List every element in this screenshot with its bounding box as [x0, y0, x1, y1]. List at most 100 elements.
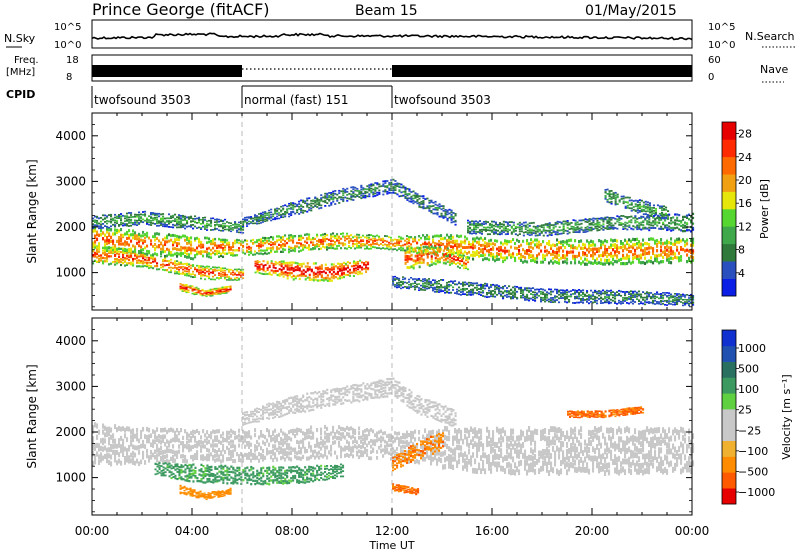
power-cell: [312, 262, 315, 265]
power-cell: [198, 226, 201, 229]
power-cell: [556, 295, 559, 298]
power-cell: [438, 250, 441, 253]
power-cell: [652, 204, 655, 207]
power-cell: [278, 214, 281, 216]
power-cell: [230, 272, 233, 274]
cpid-label: CPID: [6, 88, 35, 101]
power-cell: [538, 294, 541, 297]
power-cell: [486, 257, 489, 261]
power-cell: [288, 273, 291, 277]
power-cell: [410, 277, 413, 279]
power-cell: [200, 271, 203, 274]
power-cell: [286, 274, 289, 277]
power-cell: [536, 292, 539, 295]
power-cell: [236, 231, 239, 233]
power-cell: [272, 246, 275, 249]
power-cell: [468, 290, 471, 292]
power-cell: [250, 239, 253, 242]
power-cell: [360, 184, 363, 187]
power-cell: [616, 239, 619, 243]
power-cell: [600, 292, 603, 295]
power-cell: [618, 301, 621, 304]
power-cell: [674, 239, 677, 243]
power-cell: [444, 291, 447, 294]
power-cell: [656, 216, 659, 219]
power-cell: [334, 247, 337, 250]
power-cell: [550, 299, 553, 301]
power-cell: [248, 216, 251, 218]
power-cell: [666, 304, 669, 306]
power-cell: [268, 212, 271, 214]
power-cell: [626, 247, 629, 251]
power-cell: [667, 216, 670, 219]
power-cell: [404, 281, 407, 284]
power-cell: [648, 223, 651, 226]
power-cell: [330, 233, 333, 236]
power-cell: [332, 243, 335, 246]
power-cell: [392, 239, 395, 241]
power-cell: [666, 253, 669, 257]
power-cell: [574, 291, 577, 294]
power-cell: [558, 246, 561, 250]
power-cell: [398, 279, 401, 282]
power-cell: [446, 254, 449, 258]
power-cell: [324, 276, 327, 280]
power-cell: [214, 244, 217, 247]
power-cell: [172, 214, 175, 217]
power-cell: [624, 262, 627, 266]
power-cell: [660, 241, 663, 245]
power-cell: [586, 221, 589, 223]
power-cell: [298, 246, 301, 249]
power-cell: [484, 228, 487, 231]
power-cell: [392, 189, 395, 192]
power-cell: [182, 234, 185, 238]
power-cell: [204, 219, 207, 221]
power-cell: [248, 247, 251, 250]
power-cell: [490, 247, 493, 251]
power-cell: [488, 258, 491, 262]
power-cell: [364, 196, 367, 199]
power-cell: [612, 299, 615, 302]
power-cell: [183, 284, 186, 286]
power-cell: [588, 226, 591, 229]
power-cell: [162, 250, 165, 254]
power-cell: [318, 265, 321, 268]
power-cell: [224, 252, 227, 255]
power-cell: [486, 221, 489, 223]
power-cell: [358, 191, 361, 194]
power-cell: [276, 239, 279, 242]
power-cell: [524, 288, 527, 291]
power-cell: [216, 250, 219, 253]
power-cell: [428, 280, 431, 283]
power-cell: [600, 261, 603, 265]
power-cell: [628, 249, 631, 253]
power-cell: [494, 285, 497, 288]
power-cell: [138, 261, 141, 264]
power-cell: [674, 302, 677, 304]
power-cell: [218, 277, 221, 279]
power-cell: [638, 203, 641, 206]
power-cell: [620, 215, 623, 217]
power-cell: [438, 286, 441, 288]
power-cell: [188, 272, 191, 275]
power-cell: [238, 221, 241, 224]
power-cell: [179, 288, 182, 291]
power-cell: [402, 185, 405, 188]
date-title: 01/May/2015: [585, 3, 677, 19]
power-cell: [282, 275, 285, 278]
power-cell: [294, 268, 297, 272]
power-cell: [612, 193, 615, 196]
power-cell: [230, 253, 233, 257]
power-cell: [544, 229, 547, 232]
beam-title: Beam 15: [355, 3, 418, 19]
power-cell: [592, 250, 595, 254]
power-cell: [552, 298, 555, 301]
power-cell: [572, 289, 575, 291]
power-cell: [442, 255, 445, 258]
power-cell: [504, 241, 507, 245]
power-cell: [219, 293, 222, 295]
power-cell: [556, 233, 559, 236]
power-cell: [464, 283, 467, 286]
power-cell: [612, 254, 615, 258]
power-cell: [584, 229, 587, 231]
